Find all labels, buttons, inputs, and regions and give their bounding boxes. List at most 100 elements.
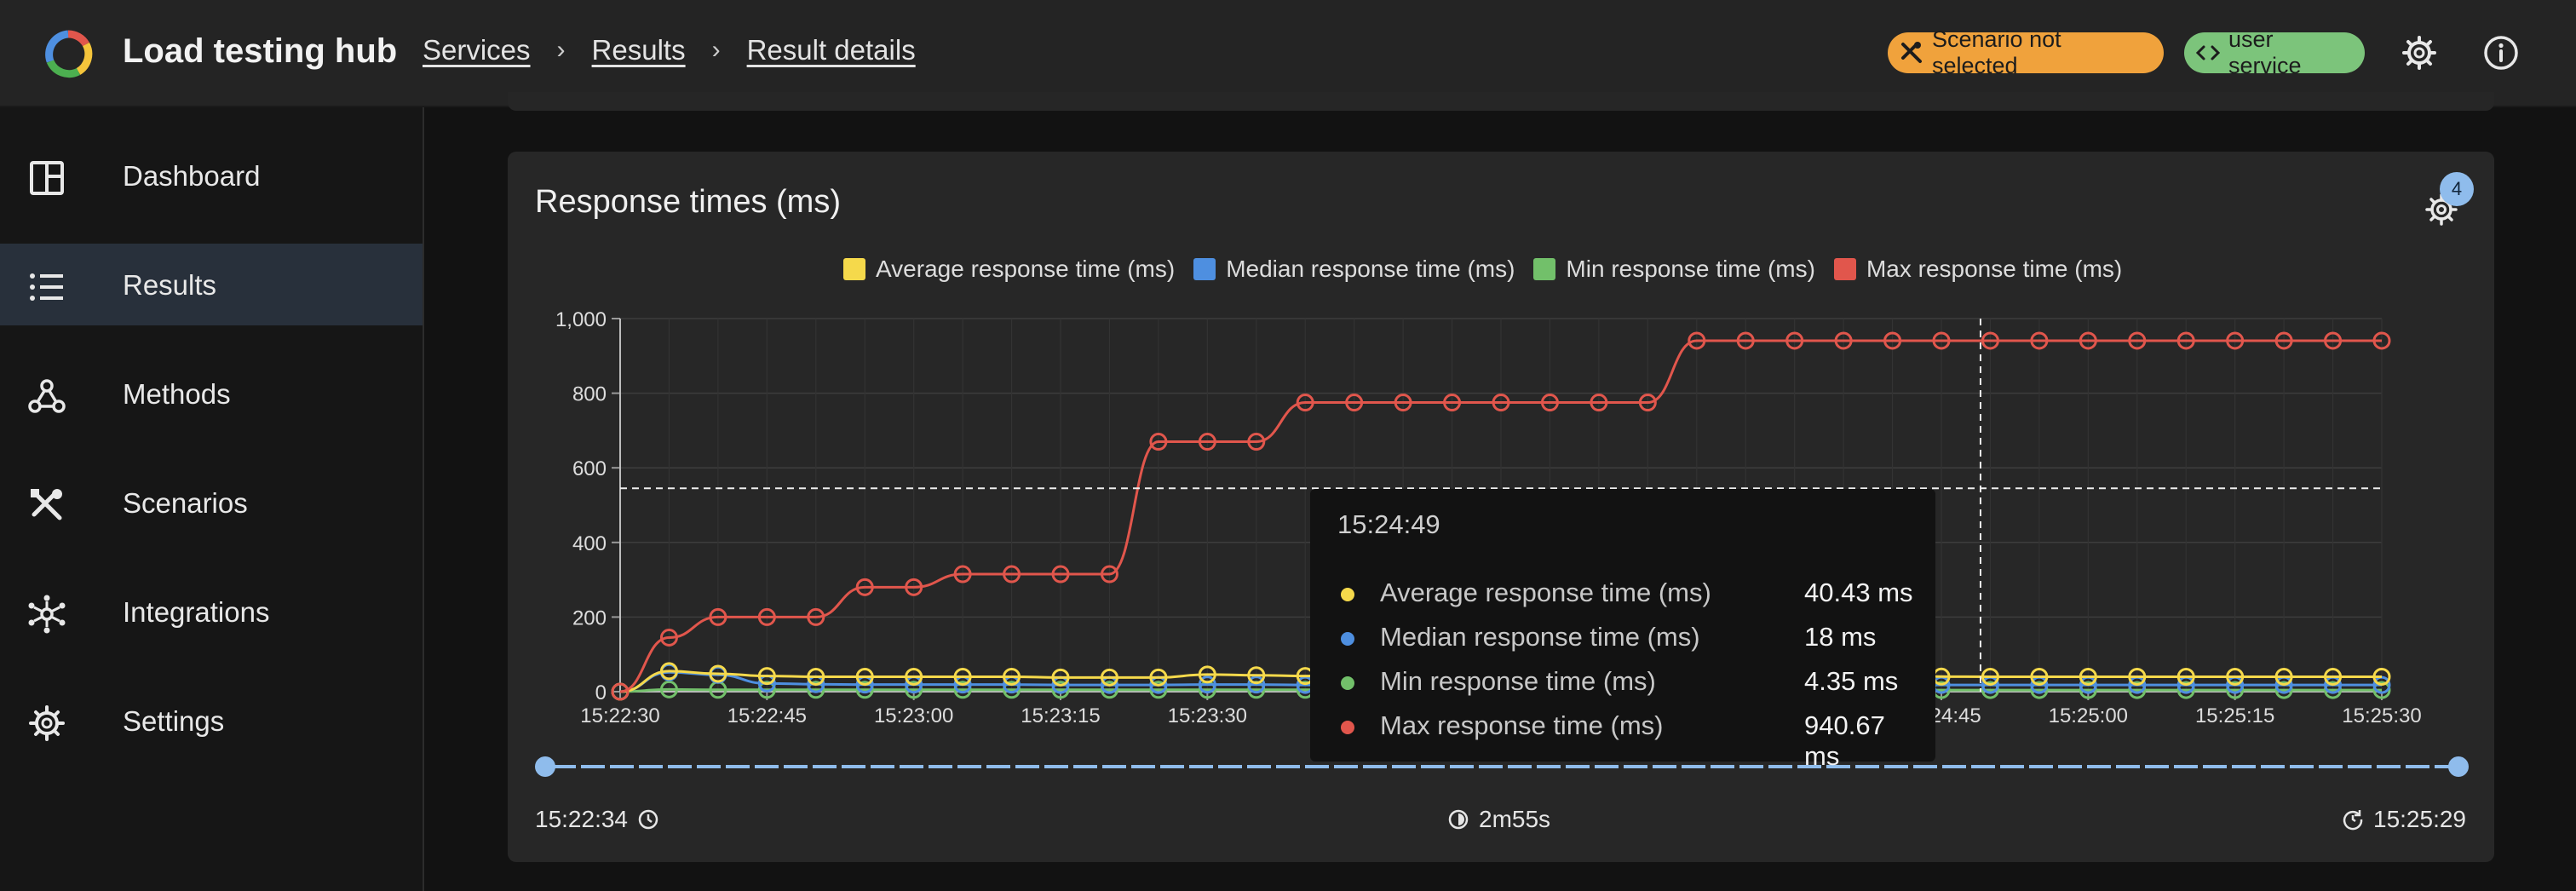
breadcrumb-services[interactable]: Services [423, 34, 531, 66]
tooltip-series-name: Min response time (ms) [1380, 666, 1656, 696]
app-logo-icon[interactable] [43, 29, 94, 80]
chevron-right-icon: › [711, 36, 721, 64]
legend-item-median[interactable]: Median response time (ms) [1193, 256, 1515, 283]
update-icon [2343, 810, 2363, 831]
sidebar-item-label: Results [123, 269, 217, 301]
x-tick-label: 15:23:30 [1168, 704, 1247, 727]
data-point-max [1981, 331, 1999, 350]
data-point-max [2324, 331, 2343, 350]
tooltip-row-max: Max response time (ms) 940.67 ms [1337, 710, 1917, 771]
data-point-average [905, 667, 923, 686]
tools-icon [31, 489, 62, 520]
data-point-average [807, 667, 825, 686]
sidebar-item-integrations[interactable]: Integrations [0, 571, 423, 652]
breadcrumb: Services › Results › Result details [423, 34, 916, 66]
settings-count-badge: 4 [2440, 172, 2474, 206]
data-point-min [2079, 681, 2097, 699]
data-point-average [855, 667, 874, 686]
time-range-slider[interactable] [535, 750, 2469, 784]
legend-label: Average response time (ms) [876, 256, 1176, 282]
x-tick-label: 15:22:45 [727, 704, 807, 727]
y-tick-label: 600 [572, 457, 607, 480]
legend-label: Min response time (ms) [1566, 256, 1815, 282]
series-line-max [619, 339, 2382, 693]
scenario-badge[interactable]: Scenario not selected [1888, 26, 2164, 78]
data-point-max [1492, 394, 1510, 412]
range-start: 15:22:34 [535, 806, 660, 833]
breadcrumb-result-details[interactable]: Result details [746, 34, 916, 66]
data-point-min [659, 680, 678, 698]
range-start-handle[interactable] [535, 756, 555, 777]
sidebar-item-label: Dashboard [123, 160, 261, 192]
legend-item-min[interactable]: Min response time (ms) [1533, 256, 1815, 283]
data-point-max [611, 682, 630, 701]
data-point-average [1003, 667, 1021, 686]
data-point-average [757, 667, 776, 686]
data-point-min [757, 681, 776, 699]
sidebar-item-methods[interactable]: Methods [0, 353, 423, 434]
legend-label: Median response time (ms) [1226, 256, 1515, 282]
legend-item-max[interactable]: Max response time (ms) [1833, 256, 2123, 283]
sidebar-item-label: Integrations [123, 596, 270, 628]
data-point-average [2324, 667, 2343, 686]
data-point-max [1932, 331, 1951, 350]
list-icon [30, 273, 63, 301]
sidebar-item-dashboard[interactable]: Dashboard [0, 135, 423, 216]
sidebar-item-scenarios[interactable]: Scenarios [0, 462, 423, 543]
x-tick-label: 15:25:00 [2049, 704, 2128, 727]
data-point-average [2274, 667, 2293, 686]
range-end-handle[interactable] [2448, 756, 2469, 777]
data-point-max [1540, 394, 1559, 412]
code-icon [2195, 45, 2221, 60]
series-dot [1341, 588, 1354, 601]
data-point-min [2176, 681, 2195, 699]
data-point-max [1100, 565, 1118, 583]
history-icon [638, 809, 658, 830]
data-point-max [2372, 331, 2391, 350]
y-tick-label: 200 [572, 606, 607, 629]
data-point-average [953, 667, 972, 686]
breadcrumb-results[interactable]: Results [591, 34, 686, 66]
tooltip-series-name: Max response time (ms) [1380, 710, 1664, 740]
data-point-max [1149, 433, 1168, 451]
legend-swatch [843, 258, 865, 280]
data-point-min [2324, 681, 2343, 699]
y-tick-label: 800 [572, 383, 607, 406]
y-tick-label: 400 [572, 532, 607, 555]
data-point-average [1981, 667, 1999, 686]
data-point-max [659, 628, 678, 647]
data-point-average [1051, 668, 1070, 687]
data-point-max [1883, 331, 1902, 350]
series-dot [1341, 721, 1354, 734]
sidebar-item-label: Scenarios [123, 487, 248, 519]
x-tick-label: 15:25:30 [2342, 704, 2421, 727]
info-icon[interactable] [2482, 34, 2520, 72]
data-point-max [1443, 394, 1462, 412]
data-point-max [1785, 331, 1804, 350]
data-point-max [1296, 394, 1314, 412]
data-point-max [855, 578, 874, 596]
x-tick-label: 15:25:15 [2195, 704, 2274, 727]
data-point-min [855, 681, 874, 699]
legend-item-average[interactable]: Average response time (ms) [843, 256, 1175, 283]
tooltip-series-value: 4.35 ms [1804, 666, 1899, 696]
data-point-max [1736, 331, 1755, 350]
app-title: Load testing hub [123, 32, 398, 70]
data-point-average [1198, 665, 1216, 684]
service-badge-label: user service [2228, 26, 2302, 78]
gear-icon[interactable] [2401, 34, 2438, 72]
data-point-max [1247, 433, 1266, 451]
data-point-average [1247, 666, 1266, 685]
sidebar-item-results[interactable]: Results [0, 244, 423, 325]
timelapse-icon [1448, 809, 1469, 830]
data-point-max [2274, 331, 2293, 350]
y-tick-label: 1,000 [555, 308, 607, 331]
sidebar-item-label: Methods [123, 378, 231, 410]
service-badge[interactable]: user service [2184, 26, 2365, 78]
data-point-min [2274, 681, 2293, 699]
legend-label: Max response time (ms) [1866, 256, 2123, 282]
range-end-time: 15:25:29 [2373, 806, 2466, 832]
data-point-max [757, 607, 776, 626]
sidebar-item-settings[interactable]: Settings [0, 680, 423, 762]
data-point-min [1051, 681, 1070, 699]
